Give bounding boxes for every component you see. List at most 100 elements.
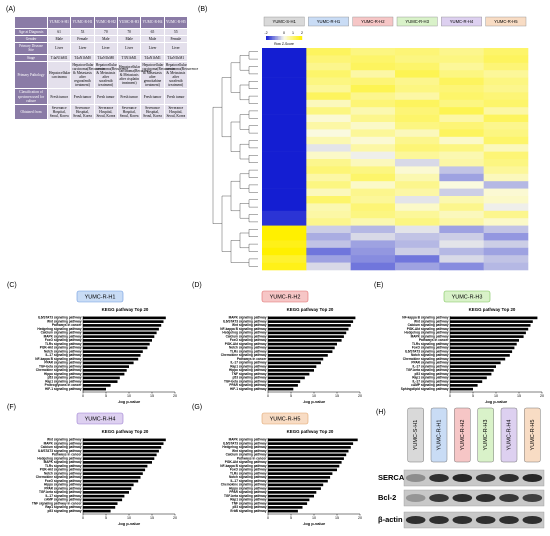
bar	[83, 320, 164, 323]
heatmap-cell	[439, 48, 484, 56]
bar	[268, 369, 314, 372]
category-label: cAMP signaling pathway	[44, 498, 82, 502]
dendrogram-branch	[248, 199, 258, 208]
bar	[268, 472, 333, 475]
blot-band	[405, 494, 426, 502]
sample-badge-label: YUMC-R-H2	[270, 294, 301, 300]
table-cell: Liver	[70, 42, 95, 55]
heatmap-cell	[262, 55, 307, 64]
bar	[268, 461, 342, 464]
header-cell: YUMC-R-H4	[140, 16, 165, 29]
dendrogram-branch	[239, 203, 249, 219]
category-label: Wnt signaling pathway	[232, 449, 267, 453]
bar	[83, 479, 139, 483]
heatmap-cell	[483, 181, 529, 189]
bar	[268, 350, 333, 353]
dendrogram-branch	[248, 243, 258, 252]
heatmap-cell	[395, 92, 440, 101]
column-label: YUMC-S-H1	[273, 19, 297, 24]
bar	[83, 487, 132, 490]
dendrogram-branch	[230, 121, 240, 152]
category-label: NF-kappa B signaling pathway	[402, 316, 448, 320]
bar	[268, 498, 310, 502]
column-label: YUMC-R-H5	[494, 19, 518, 24]
column-label: YUMC-R-H2	[361, 19, 385, 24]
heatmap-cell	[395, 114, 440, 123]
category-label: Pathways in cancer	[52, 453, 82, 457]
category-label: Notch signaling pathway	[229, 475, 267, 479]
chart-title: KEGG pathway Top 20	[102, 429, 149, 434]
dendrogram-branch	[248, 110, 258, 119]
colorbar-step	[296, 36, 298, 40]
dendrogram-branch	[230, 181, 240, 211]
category-label: Pathways in cancer	[237, 456, 267, 460]
heatmap-cell	[350, 48, 396, 56]
heatmap-cell	[262, 129, 307, 138]
heatmap-cell	[395, 262, 440, 271]
heatmap-cell	[439, 166, 484, 175]
heatmap-cell	[483, 107, 529, 115]
heatmap-cell	[350, 92, 396, 101]
heatmap-cell	[439, 151, 484, 160]
table-cell: Liver	[140, 42, 165, 55]
category-label: p53 signaling pathway	[47, 376, 81, 380]
blot-band	[429, 494, 449, 502]
colorbar-step	[293, 36, 295, 40]
colorbar-step	[279, 36, 282, 40]
bar	[268, 357, 324, 361]
heatmap-cell	[395, 173, 440, 182]
bar	[83, 506, 116, 509]
heatmap-cell	[262, 255, 307, 263]
category-label: Chemokine signaling pathway	[403, 357, 449, 361]
category-label: PPAR signaling pathway	[411, 361, 448, 365]
heatmap-cell	[350, 70, 396, 78]
heatmap-cell	[483, 144, 529, 152]
bar	[268, 464, 340, 468]
x-tick-label: 5	[290, 394, 292, 398]
sample-label: YUMC-R-H1	[436, 420, 442, 451]
table-cell: T4aN1bM0	[70, 53, 95, 62]
x-tick-label: 10	[494, 394, 498, 398]
heatmap-cell	[395, 77, 440, 86]
heatmap-cell	[306, 218, 351, 226]
colorbar-step	[288, 36, 291, 40]
heatmap-cell	[483, 210, 529, 219]
table-cell: Severance Hospital, Seoul, Korea	[46, 103, 72, 121]
heatmap-cell	[262, 218, 307, 226]
table-cell: Severance Hospital, Seoul, Korea	[70, 103, 95, 121]
heatmap-cell	[395, 151, 440, 160]
heatmap-cell	[350, 262, 396, 271]
x-tick-label: 0	[449, 394, 451, 398]
heatmap-cell	[350, 99, 396, 108]
table-cell: T4aN1bM1	[46, 53, 72, 62]
heatmap-cell	[395, 225, 440, 234]
heatmap-cell	[483, 151, 529, 160]
heatmap-cell	[350, 203, 396, 212]
x-tick-label: 0	[82, 394, 84, 398]
x-tick-label: 15	[150, 394, 154, 398]
bar	[83, 350, 143, 353]
bar	[450, 335, 524, 338]
heatmap-cell	[306, 188, 351, 197]
heatmap-cell	[306, 210, 351, 219]
heatmap-cell	[439, 122, 484, 130]
category-label: PI3K-Akt signaling pathway	[40, 346, 82, 350]
bar	[83, 354, 141, 357]
table-cell: Male	[116, 35, 142, 44]
heatmap-cell	[306, 136, 351, 145]
bar	[268, 483, 324, 487]
table-cell: Male	[46, 35, 72, 44]
heatmap-cell	[262, 166, 307, 175]
category-label: MAPK signaling pathway	[44, 441, 82, 445]
table-cell: Fresh tumor	[140, 88, 165, 105]
x-tick-label: 0	[267, 516, 269, 520]
dendrogram-branch	[248, 81, 258, 89]
category-label: Wnt signaling pathway	[47, 319, 82, 323]
category-label: PI3K-Akt signaling pathway	[225, 460, 267, 464]
x-tick-label: 15	[517, 394, 521, 398]
heatmap-cell	[439, 99, 484, 108]
heatmap-cell	[439, 262, 484, 271]
x-tick-label: 5	[105, 516, 107, 520]
heatmap-cell	[483, 240, 529, 249]
heatmap-cell	[306, 114, 351, 123]
